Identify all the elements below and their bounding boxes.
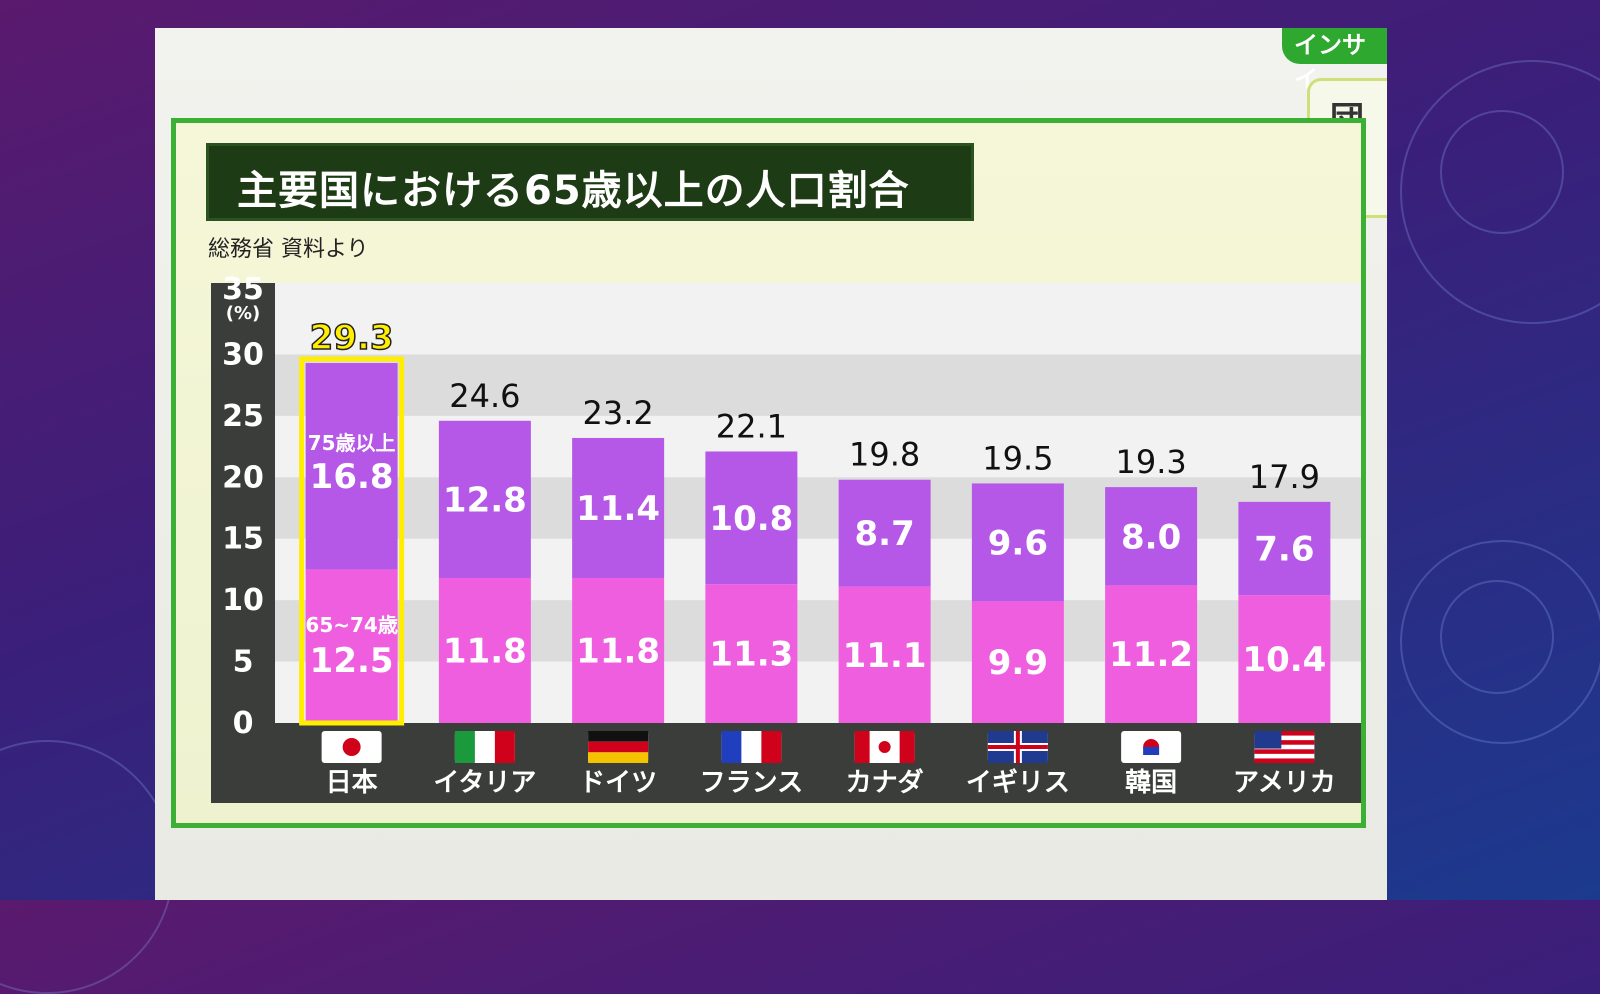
title-box: 主要国における65歳以上の人口割合 [206, 143, 974, 221]
y-tick-label: 15 [222, 522, 264, 557]
series-label-65-74: 65~74歳 [305, 613, 397, 637]
japan-flag-icon-mark [342, 738, 361, 756]
total-value-label: 19.8 [849, 436, 920, 474]
bg-ring [1440, 580, 1554, 694]
total-value-label: 19.3 [1116, 443, 1187, 481]
grid-band [275, 477, 1361, 539]
total-value-label: 22.1 [716, 407, 787, 445]
y-axis-band [211, 283, 275, 803]
usa-flag-icon-mark [1254, 731, 1315, 736]
bar-segment-65-74 [705, 584, 798, 723]
bg-ring [0, 740, 174, 994]
bar-segment-65-74 [1238, 595, 1331, 723]
bar-segment-75-plus [305, 363, 398, 570]
y-tick-label: 35 [222, 273, 264, 307]
chart-panel: 主要国における65歳以上の人口割合 総務省 資料より 0 5 10 15 20 25 30 3… [171, 118, 1366, 828]
country-label: 韓国 [1125, 768, 1177, 798]
canada-flag-icon-mark [854, 731, 870, 763]
bar-segment-65-74 [838, 586, 931, 723]
corner-tab: インサイ [1282, 28, 1387, 93]
bar-segment-65-74 [1105, 585, 1198, 723]
segment-value-label: 10.8 [709, 499, 793, 539]
korea-flag-icon-mark [1143, 747, 1160, 755]
y-tick-label: 20 [222, 460, 264, 495]
bar-segment-65-74 [438, 578, 531, 723]
y-tick-label: 10 [222, 583, 264, 618]
france-flag-icon-mark [721, 731, 742, 763]
bar-segment-75-plus [971, 483, 1064, 602]
segment-value-label: 16.8 [310, 457, 394, 497]
chart-title: 主要国における65歳以上の人口割合 [237, 168, 910, 214]
segment-value-label: 11.2 [1109, 635, 1193, 675]
y-unit-label: (%) [226, 303, 261, 324]
country-label: フランス [700, 768, 803, 798]
usa-flag-icon-mark [1254, 758, 1315, 763]
grid-band [275, 600, 1361, 662]
usa-flag-icon-mark [1254, 749, 1315, 754]
y-tick-label: 5 [233, 645, 254, 680]
country-label: ドイツ [579, 768, 657, 798]
bar-segment-75-plus [705, 451, 798, 585]
y-tick-label: 0 [233, 706, 254, 741]
usa-flag-icon-mark [1254, 731, 1282, 749]
bar-segment-75-plus [1105, 487, 1198, 586]
segment-value-label: 11.4 [576, 489, 660, 529]
tv-screen: インサイ 団塊 医療 主要国における65歳以上の人口割合 総務省 資料より 05… [155, 28, 1387, 900]
segment-value-label: 8.0 [1121, 517, 1181, 557]
bg-ring [1400, 540, 1600, 744]
bar-segment-75-plus [572, 437, 665, 579]
segment-value-label: 12.8 [443, 480, 527, 520]
bar-segment-75-plus [838, 479, 931, 587]
segment-value-label: 11.8 [576, 632, 660, 672]
italy-flag-icon-mark [454, 731, 475, 763]
france-flag-icon-mark [761, 731, 782, 763]
chart-source: 総務省 資料より [208, 237, 369, 262]
segment-value-label: 8.7 [855, 514, 915, 554]
canada-flag-icon-mark [878, 741, 891, 753]
segment-value-label: 9.9 [988, 643, 1048, 683]
segment-value-label: 12.5 [310, 641, 394, 681]
total-value-label: 19.5 [982, 439, 1053, 477]
country-label: アメリカ [1233, 768, 1336, 798]
grid-band [275, 354, 1361, 416]
bar-segment-75-plus [1238, 501, 1331, 596]
highlight-frame [299, 356, 405, 726]
total-value-label: 24.6 [449, 377, 520, 415]
segment-value-label: 10.4 [1242, 640, 1326, 680]
bar-segment-65-74 [572, 578, 665, 723]
segment-value-label: 9.6 [988, 523, 1048, 563]
segment-value-label: 11.3 [709, 635, 793, 675]
bar-chart: 0 5 10 15 20 25 30 35(%) 12.5 16.8 65~74歳 75歳以上 29.3… [211, 273, 1361, 803]
country-label: イギリス [966, 768, 1070, 798]
germany-flag-icon-mark [588, 731, 649, 742]
total-value-label: 17.9 [1249, 458, 1320, 496]
bar-segment-75-plus [438, 420, 531, 579]
germany-flag-icon-mark [588, 752, 649, 763]
segment-value-label: 11.1 [843, 636, 927, 676]
country-label: 日本 [326, 768, 378, 798]
total-value-label: 23.2 [583, 394, 654, 432]
bg-ring [1440, 110, 1564, 234]
total-value-label: 29.3 [310, 318, 394, 358]
canada-flag-icon-mark [899, 731, 915, 763]
country-label: カナダ [846, 767, 924, 798]
y-tick-label: 25 [222, 399, 264, 434]
segment-value-label: 7.6 [1254, 530, 1314, 570]
uk-flag-icon-mark [1015, 731, 1020, 763]
italy-flag-icon-mark [494, 731, 515, 763]
bar-segment-65-74 [971, 601, 1064, 723]
germany-flag-icon-mark [588, 741, 649, 753]
country-label: イタリア [433, 768, 536, 798]
segment-value-label: 11.8 [443, 632, 527, 672]
usa-flag-icon-mark [1254, 740, 1315, 745]
y-tick-label: 30 [222, 337, 264, 372]
bar-segment-65-74 [305, 569, 398, 723]
series-label-75-plus: 75歳以上 [308, 431, 396, 455]
